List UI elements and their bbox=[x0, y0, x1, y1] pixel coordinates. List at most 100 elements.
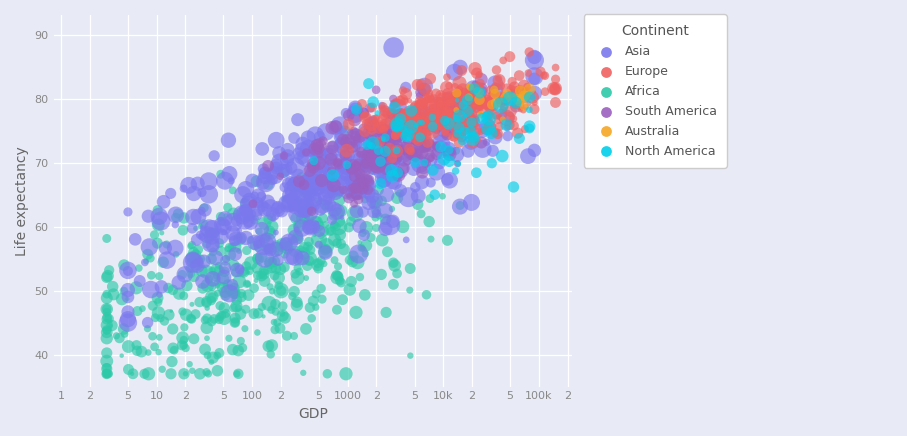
Africa bbox=[274, 243, 288, 250]
Africa bbox=[309, 219, 324, 226]
Europe bbox=[418, 120, 433, 127]
North America bbox=[473, 89, 487, 96]
Europe bbox=[458, 97, 473, 104]
Europe bbox=[461, 103, 475, 110]
Asia bbox=[309, 148, 324, 155]
Asia bbox=[305, 182, 319, 189]
Asia bbox=[190, 236, 204, 243]
Asia bbox=[389, 146, 404, 153]
Africa bbox=[300, 204, 315, 211]
Asia bbox=[378, 225, 393, 232]
Africa bbox=[200, 315, 214, 322]
Europe bbox=[382, 108, 396, 115]
Africa bbox=[317, 248, 332, 255]
Africa bbox=[261, 260, 276, 267]
Europe bbox=[483, 123, 497, 129]
Europe bbox=[525, 94, 540, 101]
Africa bbox=[275, 310, 289, 317]
South America bbox=[400, 157, 414, 164]
Africa bbox=[155, 366, 170, 373]
Africa bbox=[229, 296, 244, 303]
Europe bbox=[395, 117, 409, 124]
Europe bbox=[409, 135, 424, 142]
Africa bbox=[218, 288, 232, 295]
Europe bbox=[473, 80, 487, 87]
Africa bbox=[235, 344, 249, 351]
Asia bbox=[289, 187, 304, 194]
Asia bbox=[438, 125, 453, 132]
Europe bbox=[493, 99, 508, 106]
South America bbox=[351, 182, 366, 189]
Africa bbox=[100, 327, 114, 334]
Africa bbox=[185, 367, 200, 374]
Asia bbox=[237, 207, 251, 214]
Asia bbox=[206, 242, 220, 249]
Asia bbox=[464, 199, 479, 206]
Asia bbox=[178, 271, 192, 278]
Asia bbox=[297, 184, 311, 191]
Asia bbox=[527, 75, 541, 82]
Africa bbox=[315, 296, 329, 303]
Africa bbox=[187, 272, 201, 279]
South America bbox=[380, 130, 395, 137]
North America bbox=[395, 125, 410, 132]
South America bbox=[420, 152, 434, 159]
Asia bbox=[443, 177, 457, 184]
Africa bbox=[252, 228, 267, 235]
North America bbox=[442, 120, 456, 127]
Europe bbox=[472, 110, 486, 117]
Europe bbox=[398, 120, 413, 127]
Africa bbox=[292, 222, 307, 229]
Africa bbox=[241, 292, 256, 299]
Africa bbox=[227, 262, 241, 269]
Africa bbox=[419, 291, 434, 298]
Asia bbox=[346, 166, 360, 173]
North America bbox=[522, 106, 537, 113]
Europe bbox=[473, 128, 488, 135]
Europe bbox=[422, 113, 436, 120]
Asia bbox=[392, 112, 406, 119]
Africa bbox=[200, 298, 214, 305]
Asia bbox=[475, 127, 490, 134]
Europe bbox=[452, 86, 466, 93]
Africa bbox=[278, 251, 292, 258]
Asia bbox=[320, 196, 335, 203]
Africa bbox=[270, 319, 285, 326]
Africa bbox=[184, 316, 199, 323]
Europe bbox=[450, 106, 464, 113]
Asia bbox=[328, 124, 343, 131]
Asia bbox=[312, 153, 327, 160]
Europe bbox=[444, 133, 459, 140]
Europe bbox=[443, 97, 457, 104]
Africa bbox=[141, 325, 155, 332]
Africa bbox=[268, 272, 282, 279]
Europe bbox=[480, 97, 494, 104]
Africa bbox=[317, 201, 332, 208]
Africa bbox=[259, 242, 274, 249]
Africa bbox=[220, 281, 235, 288]
South America bbox=[345, 185, 359, 192]
Africa bbox=[228, 319, 242, 326]
Africa bbox=[338, 370, 353, 377]
Africa bbox=[198, 317, 212, 324]
Asia bbox=[225, 281, 239, 288]
Africa bbox=[185, 301, 200, 308]
Europe bbox=[403, 97, 417, 104]
Africa bbox=[314, 233, 328, 240]
South America bbox=[345, 166, 359, 173]
Africa bbox=[254, 272, 268, 279]
Africa bbox=[314, 285, 328, 292]
Asia bbox=[154, 283, 169, 290]
Europe bbox=[372, 124, 386, 131]
Asia bbox=[187, 190, 201, 197]
South America bbox=[406, 152, 421, 159]
North America bbox=[452, 113, 466, 120]
South America bbox=[348, 162, 363, 169]
Europe bbox=[444, 99, 458, 106]
South America bbox=[378, 108, 393, 115]
Europe bbox=[462, 100, 476, 107]
Africa bbox=[195, 285, 210, 292]
Africa bbox=[308, 225, 323, 232]
South America bbox=[351, 159, 366, 166]
Africa bbox=[100, 370, 114, 377]
